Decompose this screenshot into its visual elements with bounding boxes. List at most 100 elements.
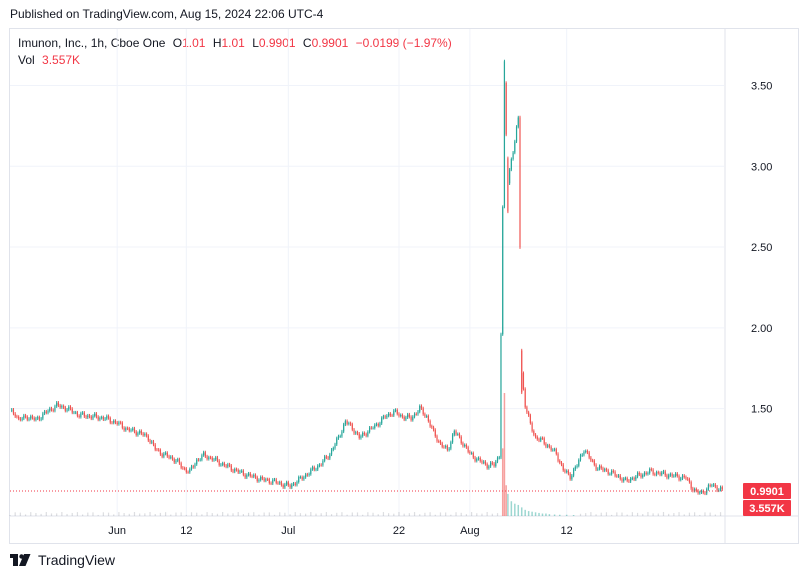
volume-bar — [123, 513, 125, 516]
candle-body — [718, 489, 720, 491]
candle-body — [57, 402, 60, 406]
candle-body — [220, 464, 222, 466]
volume-bar — [600, 512, 602, 516]
candle-body — [386, 415, 388, 418]
candle-body — [458, 434, 461, 437]
candle-body — [486, 464, 488, 469]
volume-bar — [45, 512, 47, 516]
candle-body — [291, 484, 293, 488]
candle-body — [619, 475, 621, 479]
volume-bar — [545, 513, 547, 516]
candle-body — [510, 159, 512, 170]
candle-body — [538, 439, 540, 441]
volume-bar — [688, 512, 691, 516]
volume-bar — [268, 512, 270, 516]
candle-body — [184, 468, 186, 470]
last-price-label: 0.9901 — [750, 486, 784, 498]
volume-bar — [538, 512, 540, 516]
candle-body — [209, 457, 212, 459]
candle-body — [420, 406, 423, 409]
candle-body — [604, 469, 606, 471]
volume-bar — [455, 512, 457, 516]
volume-value: 3.557K — [42, 53, 81, 67]
volume-bar — [668, 513, 670, 516]
candle-body — [695, 489, 697, 491]
candle-body — [424, 414, 426, 417]
volume-bar — [211, 513, 213, 516]
candle-body — [566, 470, 568, 472]
volume-bar — [496, 513, 499, 516]
candle-body — [470, 453, 473, 454]
candle-body — [541, 438, 544, 439]
candle-body — [284, 484, 286, 488]
volume-bar — [66, 513, 68, 516]
candle-body — [711, 485, 713, 487]
candle-body — [683, 475, 685, 478]
candle-body — [227, 464, 229, 467]
volume-bar — [149, 512, 151, 516]
volume-bar — [611, 514, 613, 516]
candle-body — [289, 485, 291, 488]
candle-body — [410, 416, 412, 421]
volume-bar — [356, 512, 359, 516]
candle-body — [453, 431, 455, 435]
candle-body — [434, 429, 436, 437]
candle-body — [349, 423, 352, 425]
candle-body — [412, 416, 414, 421]
candle-body — [540, 438, 542, 441]
volume-bar — [605, 512, 608, 516]
candle-body — [348, 423, 350, 425]
candle-body — [503, 61, 506, 207]
candle-body — [534, 434, 537, 437]
volume-bar — [514, 503, 516, 516]
volume-bar — [237, 512, 239, 516]
candle-body — [393, 410, 395, 416]
candle-body — [355, 432, 357, 434]
candle-body — [671, 474, 673, 477]
candle-body — [298, 477, 300, 483]
candle-body — [251, 476, 253, 477]
volume-bar — [501, 448, 504, 516]
volume-bar — [279, 512, 281, 516]
candle-body — [413, 413, 416, 417]
candle-body — [407, 414, 409, 418]
volume-bar — [107, 512, 110, 516]
volume-bar — [699, 514, 701, 516]
candle-body — [498, 457, 500, 459]
candle-body — [626, 478, 628, 481]
candle-body — [662, 471, 665, 473]
candle-body — [161, 454, 163, 457]
candle-body — [472, 453, 474, 458]
volume-bar — [548, 514, 551, 516]
volume-bar — [206, 512, 208, 516]
low-value: 0.9901 — [258, 36, 296, 50]
y-tick-label: 2.00 — [751, 323, 772, 335]
candle-body — [382, 416, 385, 418]
volume-bar — [201, 514, 203, 516]
volume-bar — [14, 512, 16, 516]
candle-body — [700, 491, 703, 493]
volume-bar — [626, 514, 628, 516]
volume-bar — [190, 512, 193, 516]
candle-body — [303, 477, 305, 480]
volume-bar — [510, 501, 513, 516]
volume-bar — [631, 512, 633, 516]
candle-body — [713, 484, 715, 486]
candle-body — [379, 423, 381, 426]
candle-body — [121, 422, 123, 428]
volume-bar — [709, 512, 711, 516]
candle-body — [38, 417, 40, 420]
candle-body — [173, 459, 175, 463]
volume-bar — [320, 513, 322, 516]
candle-body — [21, 418, 23, 420]
candle-body — [389, 413, 391, 416]
candle-body — [607, 470, 609, 475]
candle-body — [313, 467, 315, 470]
volume-bar — [159, 512, 162, 516]
candle-body — [16, 416, 18, 418]
candle-body — [66, 409, 68, 411]
candle-body — [690, 482, 692, 489]
candle-body — [170, 456, 172, 458]
candle-body — [576, 465, 578, 467]
